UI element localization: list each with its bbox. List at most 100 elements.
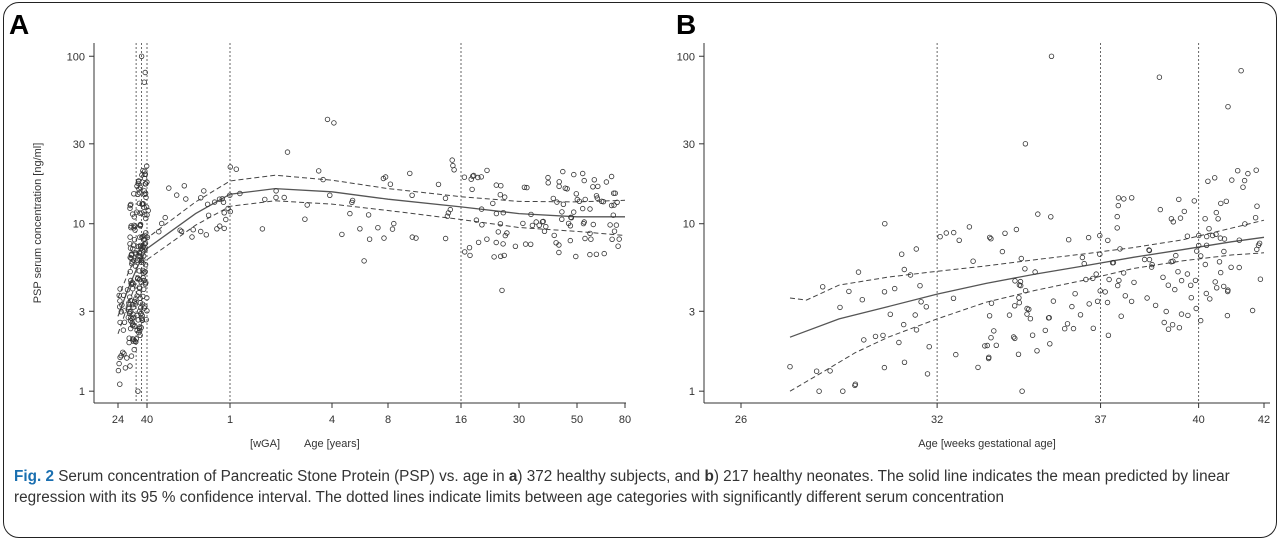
data-point-a xyxy=(190,226,196,233)
data-point-a xyxy=(131,298,138,305)
y-tick-label-a: 1 xyxy=(79,386,85,398)
data-point-a xyxy=(137,184,144,191)
data-point-b xyxy=(1225,287,1231,293)
data-point-a xyxy=(131,191,137,197)
data-point-a xyxy=(571,171,577,178)
data-point-b xyxy=(1202,261,1208,268)
data-point-b xyxy=(1131,279,1137,286)
data-point-a xyxy=(560,201,567,207)
data-point-b xyxy=(1188,282,1194,288)
data-point-a xyxy=(497,221,504,227)
data-point-a xyxy=(580,170,586,177)
data-point-b xyxy=(1072,291,1078,297)
data-point-a xyxy=(614,199,620,205)
data-point-b xyxy=(1144,295,1150,301)
data-point-b xyxy=(1212,175,1218,181)
data-point-b xyxy=(1032,269,1038,275)
data-point-b xyxy=(1027,316,1034,322)
data-point-a xyxy=(491,254,497,260)
data-point-a xyxy=(136,290,142,296)
data-point-b xyxy=(1216,259,1223,265)
x-axis-label-b: Age [weeks gestational age] xyxy=(918,438,1056,450)
data-point-a xyxy=(137,300,144,306)
data-point-a xyxy=(568,214,574,220)
data-point-b xyxy=(1042,327,1048,334)
x-axis-label-a: Age [years] xyxy=(304,438,360,450)
data-point-b xyxy=(1097,288,1103,294)
data-point-b xyxy=(924,371,931,377)
data-point-b xyxy=(1077,312,1084,318)
x-tick-label-b: 42 xyxy=(1258,414,1270,426)
data-point-b xyxy=(1012,303,1018,309)
data-point-a xyxy=(475,174,481,181)
caption-panel-a-ref: a xyxy=(508,468,518,485)
data-point-b xyxy=(1146,256,1153,263)
data-point-a xyxy=(582,235,588,242)
data-point-b xyxy=(1086,301,1092,307)
data-point-b xyxy=(1050,298,1057,304)
data-point-b xyxy=(1160,274,1166,280)
data-point-a xyxy=(138,53,145,59)
data-point-b xyxy=(1034,348,1040,354)
data-point-a xyxy=(541,228,548,234)
data-point-b xyxy=(861,337,867,343)
data-point-b xyxy=(1172,286,1178,293)
data-point-b xyxy=(956,237,962,243)
data-point-a xyxy=(141,79,147,85)
data-point-a xyxy=(387,181,394,187)
data-point-a xyxy=(227,208,233,215)
data-point-a xyxy=(139,201,145,207)
data-point-a xyxy=(466,244,473,251)
data-point-a xyxy=(462,249,468,255)
data-point-a xyxy=(490,200,496,207)
data-point-a xyxy=(133,336,139,342)
data-point-b xyxy=(917,283,923,289)
data-point-b xyxy=(1129,195,1135,201)
data-point-b xyxy=(1252,214,1259,221)
data-point-a xyxy=(331,120,337,126)
data-point-a xyxy=(573,253,579,260)
data-point-a xyxy=(142,303,148,309)
x-tick-label-a: 50 xyxy=(571,414,583,426)
data-point-a xyxy=(475,239,482,246)
data-point-b xyxy=(882,220,888,227)
data-point-a xyxy=(442,235,449,242)
data-point-a xyxy=(142,262,149,268)
data-point-b xyxy=(1046,315,1052,321)
data-point-a xyxy=(613,222,620,228)
data-point-a xyxy=(137,222,143,228)
data-point-a xyxy=(444,213,451,219)
data-point-a xyxy=(128,353,135,359)
data-point-a xyxy=(262,196,268,203)
data-point-a xyxy=(484,167,490,174)
data-point-a xyxy=(612,190,618,196)
figure-frame: A 1 3 10 30 100 PSP serum concentration [ng/m… xyxy=(3,2,1277,538)
data-point-b xyxy=(1196,242,1202,249)
y-tick-label-b: 100 xyxy=(677,51,695,63)
data-point-b xyxy=(1184,271,1191,277)
data-point-b xyxy=(1141,256,1148,263)
data-point-a xyxy=(389,226,396,232)
data-point-a xyxy=(129,336,136,342)
data-point-a xyxy=(223,216,229,223)
data-point-a xyxy=(135,388,141,394)
y-tick-label-b: 30 xyxy=(683,139,695,151)
data-point-b xyxy=(1116,277,1122,284)
data-point-b xyxy=(1169,322,1176,328)
x-tick-label-b: 37 xyxy=(1094,414,1106,426)
data-point-b xyxy=(1188,295,1194,301)
data-point-b xyxy=(1105,332,1112,338)
data-point-a xyxy=(131,236,138,243)
data-point-a xyxy=(143,163,150,169)
data-point-a xyxy=(304,202,310,208)
y-tick-label-a: 100 xyxy=(67,51,85,63)
data-point-a xyxy=(573,191,579,197)
data-point-a xyxy=(127,309,133,315)
data-point-a xyxy=(135,252,141,259)
data-point-b xyxy=(1202,215,1208,222)
data-point-a xyxy=(445,210,452,216)
data-point-b xyxy=(1163,308,1169,315)
data-point-a xyxy=(156,228,162,235)
data-point-b xyxy=(1177,215,1184,221)
data-point-b xyxy=(1085,234,1092,241)
